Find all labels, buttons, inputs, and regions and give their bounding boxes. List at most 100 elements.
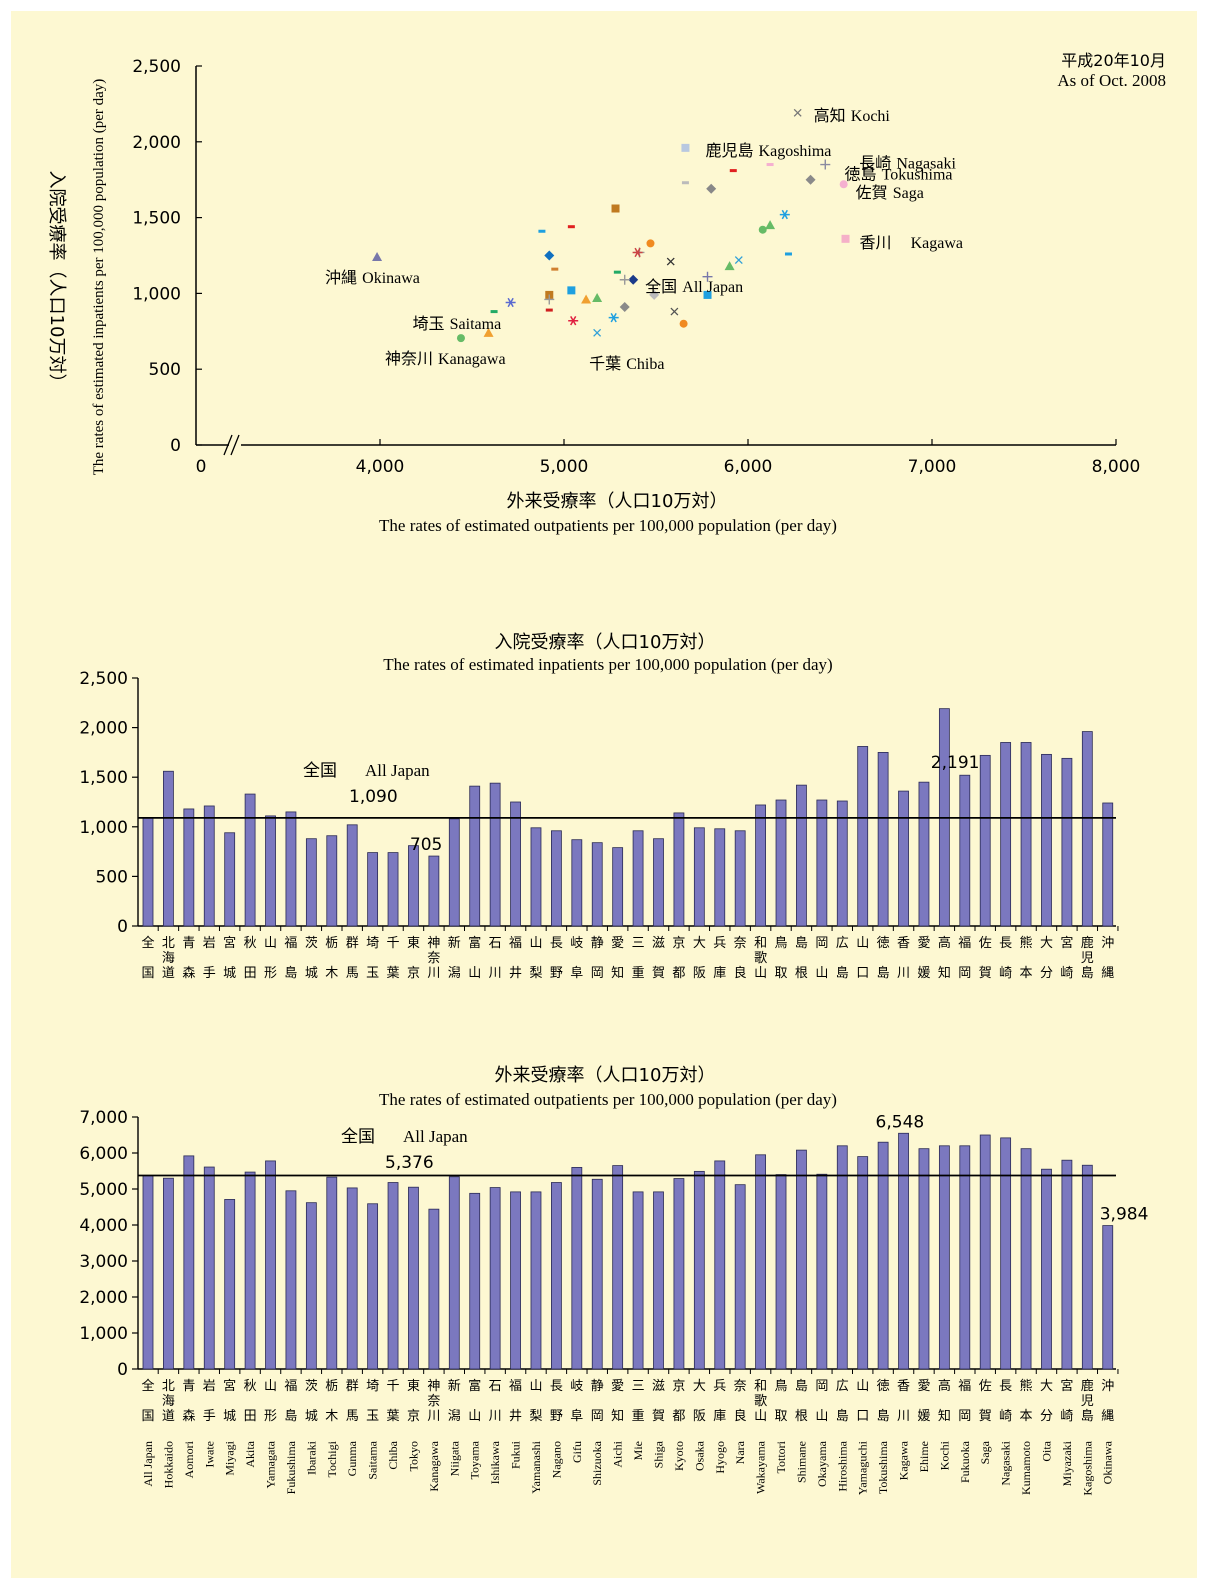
category-label-jp: 宮	[1060, 1378, 1073, 1394]
category-label-en: Nagasaki	[999, 1440, 1013, 1485]
bar-shiga	[653, 1191, 664, 1370]
category-label-en: Tottori	[774, 1440, 788, 1473]
bar-toyama	[469, 1192, 481, 1370]
category-label-jp: 徳	[877, 936, 890, 951]
category-label-jp: 和	[754, 936, 767, 951]
bar-ehime	[918, 781, 930, 927]
category-label-jp: 山	[754, 966, 767, 981]
reference-value-label: 5,376	[385, 1153, 434, 1173]
category-label-jp: 富	[468, 1378, 481, 1394]
bar-value-label: 705	[410, 835, 442, 855]
inpatient-title-en: The rates of estimated inpatients per 10…	[383, 655, 832, 674]
category-label-jp: 福	[284, 1379, 297, 1394]
category-label-jp: 埼	[366, 936, 379, 951]
category-label-jp: 児	[1081, 951, 1094, 966]
category-label-jp: 奈	[734, 1379, 747, 1394]
bar-y-tick-label: 1,000	[79, 1324, 128, 1344]
category-label-jp: 秋	[244, 936, 257, 951]
category-label-jp: 鹿	[1081, 935, 1094, 951]
bar-hyogo	[714, 828, 726, 927]
category-label-jp: 城	[223, 1409, 236, 1424]
category-label-en: Fukui	[509, 1440, 523, 1469]
scatter-point	[581, 294, 592, 304]
category-label-jp: 和	[754, 1379, 767, 1394]
category-label-jp: 賀	[979, 1409, 992, 1424]
bar-y-tick-label: 3,000	[79, 1252, 128, 1272]
bar-value-label: 3,984	[1100, 1205, 1149, 1225]
category-label-jp: 口	[856, 966, 869, 981]
figure-panel: 平成20年10月 As of Oct. 2008 0 500 1,000 1,500 2…	[11, 11, 1197, 1578]
category-label-jp: 島	[836, 966, 849, 981]
bar-hokkaido	[163, 770, 174, 927]
category-label-jp: 歌	[754, 951, 767, 966]
annotation-en: Kanagawa	[438, 351, 506, 368]
bar-fukui	[510, 1191, 521, 1370]
bar-shimane	[796, 1149, 807, 1370]
category-label-en: Shizuoka	[590, 1440, 604, 1485]
category-label-jp: 山	[529, 1379, 542, 1394]
bar-y-tick-label: 2,500	[79, 669, 128, 689]
category-label-jp: 全	[141, 1378, 154, 1394]
category-label-jp: 長	[550, 936, 563, 951]
category-label-jp: 岡	[958, 1409, 971, 1424]
category-label-jp: 茨	[305, 1379, 318, 1394]
bar-yamaguchi	[857, 746, 869, 927]
category-label-jp: 石	[489, 936, 502, 951]
bar-hyogo	[714, 1160, 726, 1370]
scatter-point	[567, 286, 576, 295]
scatter-point	[593, 328, 602, 337]
annotation-en: Kagoshima	[759, 143, 832, 160]
category-label-en: Fukuoka	[958, 1440, 972, 1483]
category-label-en: Oita	[1039, 1440, 1053, 1461]
inpatient-title-jp: 入院受療率（人口10万対）	[495, 632, 716, 653]
category-label-jp: 香	[897, 936, 910, 951]
category-label-jp: 長	[999, 1379, 1012, 1394]
bar-tokushima	[877, 1141, 889, 1370]
bar-nagasaki	[1000, 1137, 1012, 1370]
scatter-point	[779, 209, 790, 220]
bar-nagasaki	[1000, 742, 1012, 927]
annotation-jp: 全国	[645, 277, 682, 296]
scatter-point	[619, 302, 630, 313]
scatter-ylabel-jp: 入院受療率（人口10万対）	[46, 171, 67, 392]
category-label-en: Shimane	[794, 1441, 808, 1483]
bar-y-tick-label: 5,000	[79, 1180, 128, 1200]
category-label-jp: 熊	[1020, 1378, 1033, 1394]
scatter-annotation: 埼玉 Saitama	[413, 314, 502, 333]
outpatient-bar-chart: 外来受療率（人口10万対） The rates of estimated out…	[79, 1065, 1148, 1496]
category-label-jp: 国	[141, 966, 154, 981]
scatter-x-tick-label: 7,000	[908, 457, 957, 477]
scatter-annotation: 鹿児島 Kagoshima	[705, 141, 831, 160]
bar-akita	[244, 793, 256, 927]
scatter-annotation: 香川 Kagawa	[860, 233, 964, 252]
bar-kagawa	[898, 790, 909, 927]
category-label-en: All Japan	[141, 1441, 155, 1487]
category-label-jp: 崎	[999, 966, 1012, 981]
category-label-en: Chiba	[386, 1440, 400, 1469]
category-label-jp: 葉	[387, 1409, 400, 1424]
bar-ibaraki	[305, 1202, 317, 1370]
category-label-en: Kochi	[937, 1440, 951, 1470]
annotation-en: Nagasaki	[896, 156, 956, 173]
annotation-jp: 佐賀	[856, 183, 893, 202]
category-label-en: Saitama	[366, 1440, 380, 1479]
scatter-marks: 0 500 1,000 1,500 2,000 2,500 0 4,000 5,000 6,000…	[132, 57, 1140, 477]
category-label-en: Ishikawa	[488, 1440, 502, 1484]
category-label-en: Nagano	[549, 1441, 563, 1478]
bar-saga	[979, 754, 991, 927]
scatter-point	[784, 252, 792, 256]
category-label-jp: 知	[611, 965, 624, 981]
category-label-jp: 井	[509, 966, 522, 981]
bar-value-label: 2,191	[931, 753, 980, 773]
scatter-point	[706, 183, 717, 194]
scatter-point	[567, 225, 575, 229]
scatter-annotation: 高知 Kochi	[814, 106, 891, 125]
scatter-point	[538, 229, 546, 233]
category-label-jp: 滋	[652, 936, 665, 951]
category-label-en: Miyagi	[223, 1440, 237, 1475]
category-label-jp: 栃	[325, 1379, 338, 1394]
category-label-en: Okayama	[815, 1440, 829, 1487]
bar-chiba	[387, 1182, 399, 1370]
category-label-jp: 阪	[693, 966, 706, 981]
outpatient-title-en: The rates of estimated outpatients per 1…	[379, 1090, 837, 1109]
